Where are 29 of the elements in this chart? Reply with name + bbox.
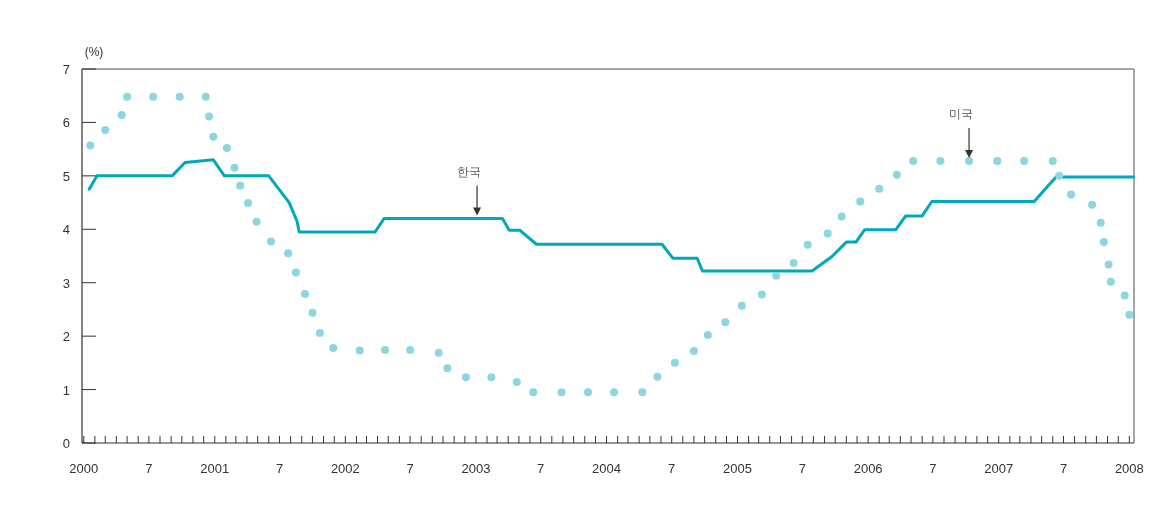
x-tick-label: 7: [406, 461, 414, 476]
y-tick-label: 0: [62, 436, 70, 451]
x-tick-label: 7: [537, 461, 545, 476]
line-series: [87, 158, 1136, 273]
x-tick-label: 7: [145, 461, 153, 476]
x-tick-label: 2007: [984, 461, 1014, 476]
x-tick-label: 7: [929, 461, 937, 476]
y-axis-title: (%): [84, 45, 104, 59]
y-tick-label: 5: [62, 168, 70, 184]
x-tick-label: 7: [1059, 461, 1068, 476]
x-tick-label: 2008: [1114, 461, 1144, 476]
y-tick-label: 7: [62, 62, 70, 77]
x-tick-label: 7: [275, 461, 284, 476]
x-tick-label: 7: [798, 461, 806, 476]
y-tick-label: 2: [62, 329, 70, 345]
y-tick-label: 1: [62, 382, 70, 398]
y-tick-label: 6: [62, 115, 70, 131]
annotation: 미국: [949, 106, 974, 121]
x-tick-label: 2001: [200, 461, 230, 476]
x-tick-label: 2002: [330, 461, 360, 476]
x-tick-label: 2003: [461, 461, 491, 476]
x-tick-label: 2006: [853, 461, 883, 476]
x-tick-label: 2000: [69, 461, 99, 476]
annotation: 한국: [457, 164, 482, 179]
y-tick-label: 4: [62, 222, 70, 238]
x-tick-label: 2005: [723, 461, 752, 476]
x-tick-label: 7: [668, 461, 676, 476]
y-tick-label: 3: [62, 275, 70, 291]
x-tick-label: 2004: [592, 461, 622, 476]
